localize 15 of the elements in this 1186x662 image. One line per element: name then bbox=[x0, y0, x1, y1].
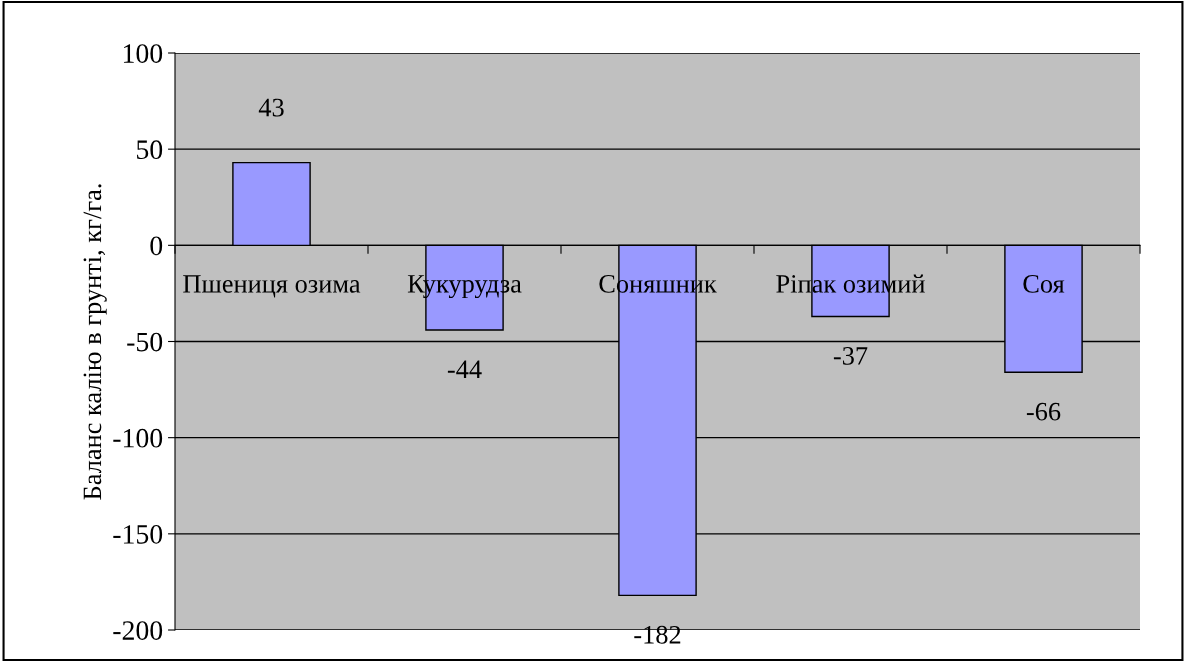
y-tick-label: -200 bbox=[113, 621, 163, 640]
y-tick-label: 50 bbox=[137, 140, 163, 160]
data-label: -44 bbox=[447, 360, 482, 378]
data-label: -66 bbox=[1026, 402, 1061, 421]
x-tick-label: Соя bbox=[1023, 275, 1065, 293]
data-label: -37 bbox=[833, 347, 868, 365]
y-tick-label: -50 bbox=[127, 332, 163, 352]
y-tick-label: -100 bbox=[113, 428, 163, 448]
x-tick-label: Пшениця озима bbox=[183, 275, 361, 298]
y-tick-label: 0 bbox=[150, 236, 163, 256]
y-axis-title: Баланс калію в грунті, кг/га. bbox=[83, 184, 107, 500]
data-label: -182 bbox=[634, 625, 681, 644]
data-label: 43 bbox=[258, 98, 284, 117]
y-tick-label: 100 bbox=[123, 44, 163, 63]
y-tick-label: -150 bbox=[113, 525, 163, 544]
